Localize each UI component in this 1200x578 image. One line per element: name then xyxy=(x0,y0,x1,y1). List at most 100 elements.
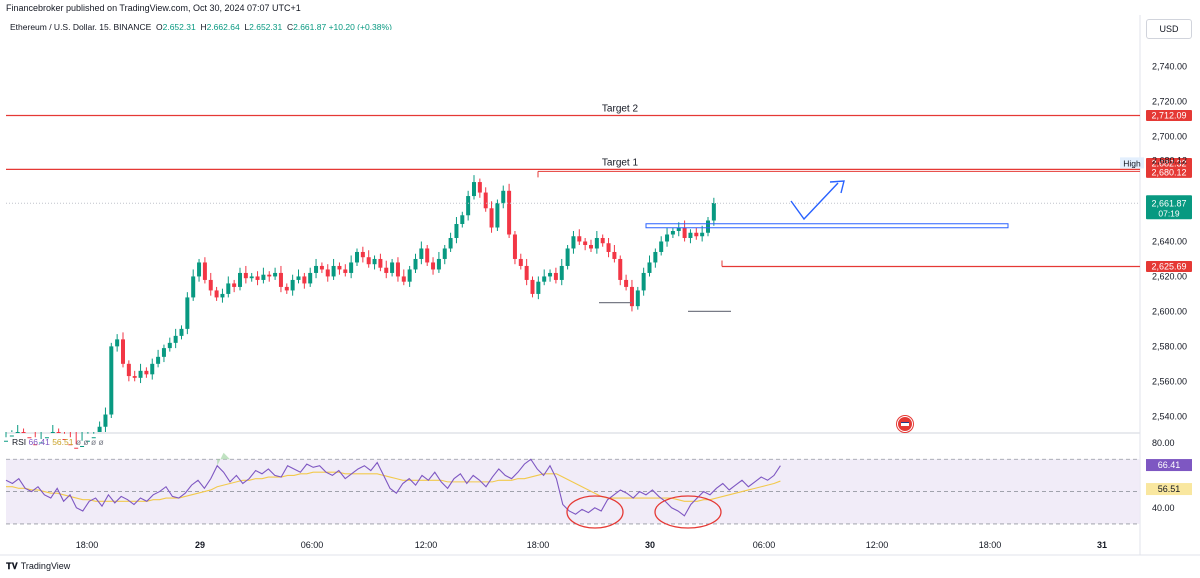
symbol-name: Ethereum / U.S. Dollar, 15, BINANCE xyxy=(10,22,152,32)
candle-body xyxy=(202,262,207,280)
candle-body xyxy=(472,182,476,197)
us-flag-icon[interactable] xyxy=(897,416,913,432)
candle-body xyxy=(27,437,32,439)
candle xyxy=(185,292,190,335)
candle xyxy=(460,211,465,228)
candle xyxy=(395,257,400,282)
candle xyxy=(161,344,166,363)
time-tick-label: 31 xyxy=(1097,540,1107,550)
rsi-legend: RSI 66.41 56.51 ø ø ø ø xyxy=(12,437,104,447)
candle-body xyxy=(33,444,38,446)
published-caption: Financebroker published on TradingView.c… xyxy=(6,3,301,13)
candle xyxy=(284,283,289,294)
candle-body xyxy=(565,248,570,266)
candle-body xyxy=(191,276,196,298)
rsi-oversold-circle-2 xyxy=(654,495,722,529)
candle-body xyxy=(372,258,377,265)
candle-body xyxy=(694,232,699,237)
candle xyxy=(97,421,102,432)
candle-body xyxy=(232,283,237,287)
candle-body xyxy=(448,237,453,249)
rsi-overbought-fill xyxy=(217,452,230,466)
candle xyxy=(676,222,681,237)
candle xyxy=(431,257,436,275)
candle-body xyxy=(80,445,85,447)
candle xyxy=(4,432,8,442)
last-price-countdown: 07:19 xyxy=(1158,208,1180,218)
candle xyxy=(255,271,260,286)
rsi-params: ø ø ø ø xyxy=(75,437,104,447)
last-price-tag-bg xyxy=(1146,195,1192,220)
candle-body xyxy=(688,232,693,238)
candle-body xyxy=(629,286,634,307)
candle-body xyxy=(706,220,710,233)
candle xyxy=(33,432,38,446)
candle xyxy=(436,251,441,273)
candle-body xyxy=(179,328,184,336)
candle xyxy=(512,231,517,265)
rsi-ma-value: 56.51 xyxy=(52,437,74,447)
candle xyxy=(553,267,558,284)
candle-body xyxy=(173,335,178,343)
candle xyxy=(635,286,640,310)
candle-body xyxy=(138,370,143,378)
candle xyxy=(501,185,506,209)
candle xyxy=(156,349,161,368)
high-value-label: 2,680.12 xyxy=(1152,155,1187,165)
time-tick-label: 18:00 xyxy=(76,540,99,550)
projection-arrow xyxy=(790,182,839,221)
candle xyxy=(50,425,55,433)
candle-body xyxy=(220,293,225,298)
breakout-zone xyxy=(645,223,1009,229)
candle-body xyxy=(682,227,687,238)
candle xyxy=(202,257,207,284)
candle xyxy=(472,175,476,200)
candle xyxy=(39,432,44,444)
candle xyxy=(624,274,629,291)
currency-button[interactable]: USD xyxy=(1146,19,1192,39)
candle xyxy=(390,258,395,277)
candle-body xyxy=(197,262,202,277)
ohlc-low: 2,652.31 xyxy=(249,22,283,32)
candle-body xyxy=(4,440,8,442)
candle xyxy=(308,267,313,287)
candle xyxy=(278,265,283,293)
candle-body xyxy=(460,215,465,225)
candle xyxy=(413,253,418,273)
candle-body xyxy=(518,258,523,266)
tradingview-logo-icon: 𝐓𝐕 xyxy=(6,561,18,571)
candle xyxy=(343,264,348,277)
level-2682-tag: 2,682.32 xyxy=(1151,159,1186,169)
candle-body xyxy=(126,363,131,377)
candle-body xyxy=(635,290,640,307)
candle-body xyxy=(337,265,342,270)
candle xyxy=(612,244,617,263)
rsi-value-tag-bg xyxy=(1146,459,1192,472)
price-tick-label: 2,600.00 xyxy=(1152,306,1187,316)
candle xyxy=(401,269,406,286)
candle xyxy=(238,267,242,291)
time-tick-label: 12:00 xyxy=(415,540,438,550)
candle xyxy=(442,244,447,265)
candle-body xyxy=(284,286,289,291)
candle-body xyxy=(536,281,541,294)
candle-body xyxy=(296,276,301,280)
candle-body xyxy=(314,265,319,273)
candle-body xyxy=(589,244,593,249)
candle xyxy=(589,239,593,252)
price-tick-label: 2,720.00 xyxy=(1152,97,1187,107)
rsi-oversold-circle-1 xyxy=(566,495,624,529)
candle xyxy=(91,432,96,439)
candle xyxy=(670,227,675,238)
candle-body xyxy=(238,272,242,287)
candle xyxy=(407,265,412,287)
target-1-label: Target 1 xyxy=(602,157,639,168)
candle-body xyxy=(144,370,149,375)
candle-body xyxy=(512,234,517,259)
level-2682-tag-bg xyxy=(1146,158,1192,170)
rsi-tick-label: 40.00 xyxy=(1152,503,1175,513)
candle-body xyxy=(325,269,330,277)
candle xyxy=(138,363,143,384)
candle xyxy=(325,264,330,282)
